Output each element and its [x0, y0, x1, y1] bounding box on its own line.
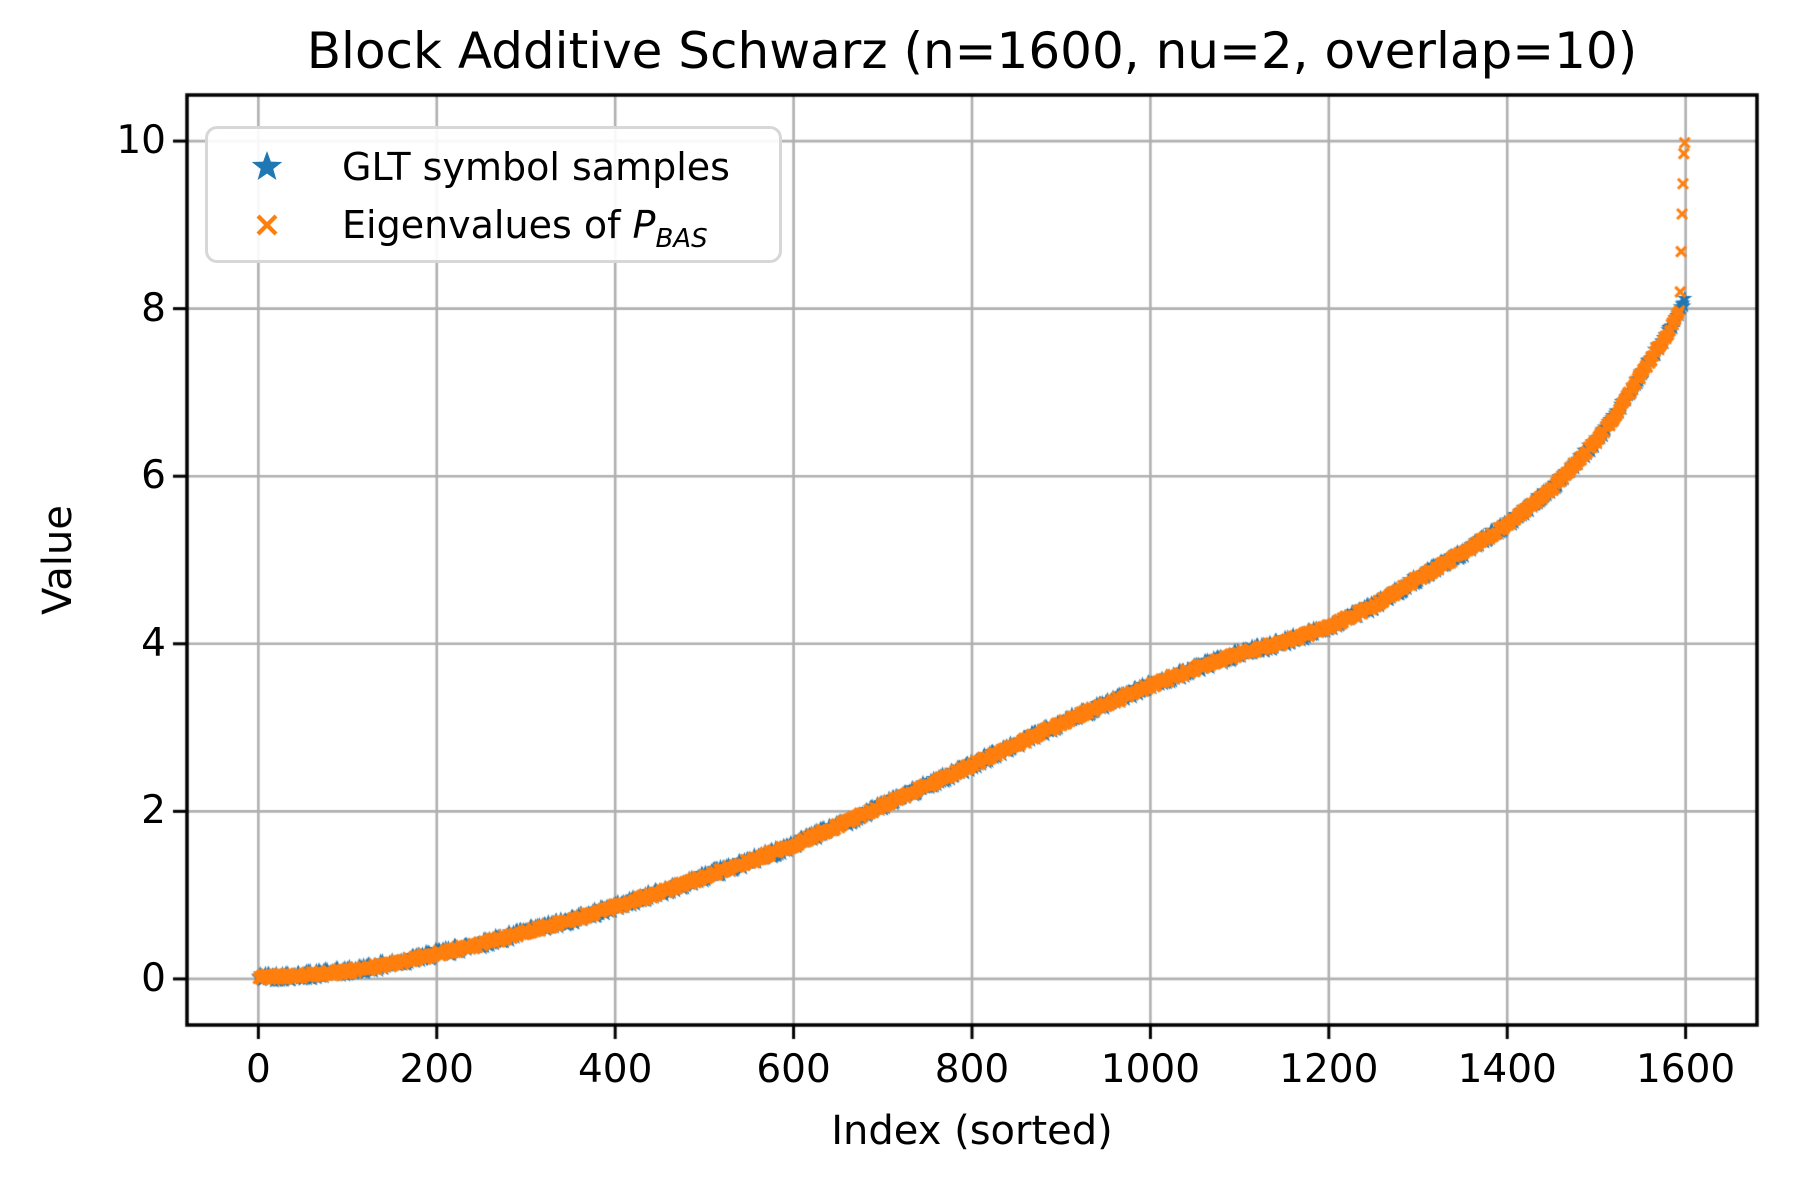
- x-tick-label: 600: [756, 1047, 831, 1092]
- legend-label-prefix: Eigenvalues of: [342, 203, 633, 247]
- y-tick-label: 2: [141, 788, 166, 834]
- y-tick-label: 6: [141, 453, 166, 499]
- x-tick-label: 1200: [1279, 1047, 1379, 1092]
- legend-item-eigenvalues: Eigenvalues of PBAS: [234, 196, 779, 254]
- legend-item-glt-symbol-samples: GLT symbol samples: [234, 138, 779, 196]
- y-tick-label: 4: [141, 620, 166, 666]
- star-marker-icon: [234, 150, 300, 184]
- math-symbol-P: P: [632, 203, 656, 247]
- x-tick-label: 200: [399, 1047, 474, 1092]
- y-tick-label: 10: [116, 118, 166, 164]
- y-axis-label: Value: [35, 505, 81, 615]
- legend-item-label: Eigenvalues of PBAS: [342, 203, 708, 252]
- x-tick-label: 1400: [1457, 1047, 1557, 1092]
- x-tick-label: 0: [245, 1047, 271, 1092]
- x-tick-label: 1600: [1635, 1047, 1736, 1092]
- x-tick-label: 400: [577, 1047, 653, 1092]
- x-tick-label: 800: [934, 1047, 1010, 1092]
- x-axis-label: Index (sorted): [831, 1108, 1113, 1154]
- math-subscript-BAS: BAS: [655, 224, 708, 254]
- y-tick-label: 0: [141, 955, 166, 1001]
- legend-item-label: GLT symbol samples: [342, 145, 730, 189]
- x-marker-icon: [234, 213, 300, 237]
- y-tick-label: 8: [141, 285, 166, 331]
- chart-title: Block Additive Schwarz (n=1600, nu=2, ov…: [306, 22, 1638, 80]
- x-tick-label: 1000: [1100, 1047, 1201, 1092]
- legend: GLT symbol samples Eigenvalues of PBAS: [205, 126, 782, 263]
